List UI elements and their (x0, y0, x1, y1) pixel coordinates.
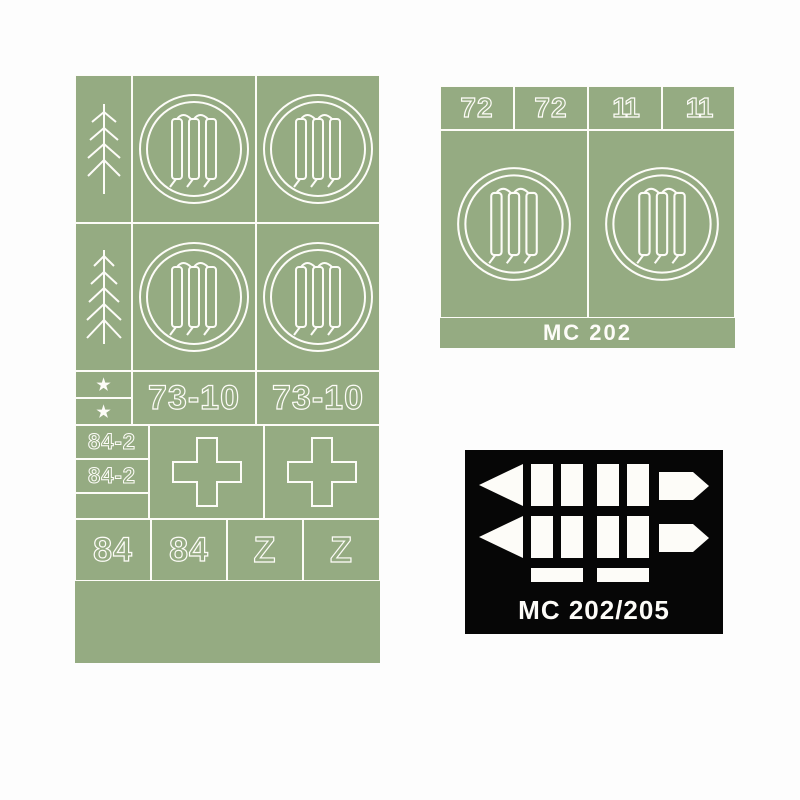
symbol-cell-bottom (75, 223, 132, 371)
code-text: Z (330, 529, 353, 571)
cross-icon (282, 432, 362, 512)
header-cell: 72 (440, 86, 514, 130)
empty-cell (75, 493, 149, 519)
star-cell: ★ (75, 371, 132, 398)
mask-strip (597, 568, 649, 582)
code-cell-73-10: 73-10 (132, 371, 256, 425)
code-text: 84 (93, 531, 133, 570)
fasces-roundel-icon (260, 91, 376, 207)
star-cell: ★ (75, 398, 132, 425)
canopy-label-text: MC 202/205 (518, 595, 670, 626)
fasces-roundel-icon (454, 164, 574, 284)
header-cell: 72 (514, 86, 588, 130)
code-text: 73-10 (148, 379, 240, 418)
empty-cell (75, 581, 380, 663)
code-text: Z (254, 529, 277, 571)
mask-rect (597, 464, 619, 506)
fern-icon (84, 242, 124, 352)
panel-top-right: 72 72 11 11 (440, 86, 735, 348)
mask-rect (531, 464, 553, 506)
mask-rect (627, 516, 649, 558)
mask-triangle-icon (479, 464, 523, 506)
fasces-roundel-icon (260, 239, 376, 355)
cross-cell (264, 425, 380, 519)
code-cell-z: Z (227, 519, 303, 581)
code-cell-84: 84 (75, 519, 151, 581)
panel-canopy-mask: MC 202/205 (465, 450, 723, 634)
cross-icon (167, 432, 247, 512)
roundel-cell (256, 223, 380, 371)
mask-point-icon (659, 472, 709, 500)
mask-point-icon (659, 524, 709, 552)
cross-cell (149, 425, 264, 519)
roundel-cell (588, 130, 735, 318)
mask-triangle-icon (479, 516, 523, 558)
star-icon: ★ (96, 375, 110, 395)
code-cell-73-10: 73-10 (256, 371, 380, 425)
code-cell-z: Z (303, 519, 380, 581)
mask-rect (561, 516, 583, 558)
roundel-cell (132, 75, 256, 223)
code-text: 84-2 (88, 463, 136, 489)
header-text: 72 (534, 92, 567, 124)
roundel-cell (256, 75, 380, 223)
mask-rect (531, 516, 553, 558)
fern-icon (84, 94, 124, 204)
code-cell-84-2: 84-2 (75, 459, 149, 493)
header-cell: 11 (588, 86, 662, 130)
code-text: 84-2 (88, 429, 136, 455)
code-text: 73-10 (272, 379, 364, 418)
panel-left: ★ ★ 73-10 73-10 84-2 84-2 84 (75, 75, 380, 663)
mask-rect (597, 516, 619, 558)
header-text: 11 (612, 92, 638, 124)
mask-rect (561, 464, 583, 506)
mask-rect (627, 464, 649, 506)
mask-strip (531, 568, 583, 582)
fasces-roundel-icon (136, 91, 252, 207)
header-text: 72 (460, 92, 493, 124)
symbol-cell-top (75, 75, 132, 223)
roundel-cell (440, 130, 588, 318)
fasces-roundel-icon (602, 164, 722, 284)
footer-text: MC 202 (543, 320, 632, 346)
header-text: 11 (686, 92, 712, 124)
canopy-label: MC 202/205 (465, 595, 723, 626)
header-cell: 11 (662, 86, 735, 130)
fasces-roundel-icon (136, 239, 252, 355)
code-cell-84-2: 84-2 (75, 425, 149, 459)
code-text: 84 (169, 531, 209, 570)
roundel-cell (132, 223, 256, 371)
code-cell-84: 84 (151, 519, 227, 581)
footer-cell: MC 202 (440, 318, 735, 348)
star-icon: ★ (96, 402, 110, 422)
